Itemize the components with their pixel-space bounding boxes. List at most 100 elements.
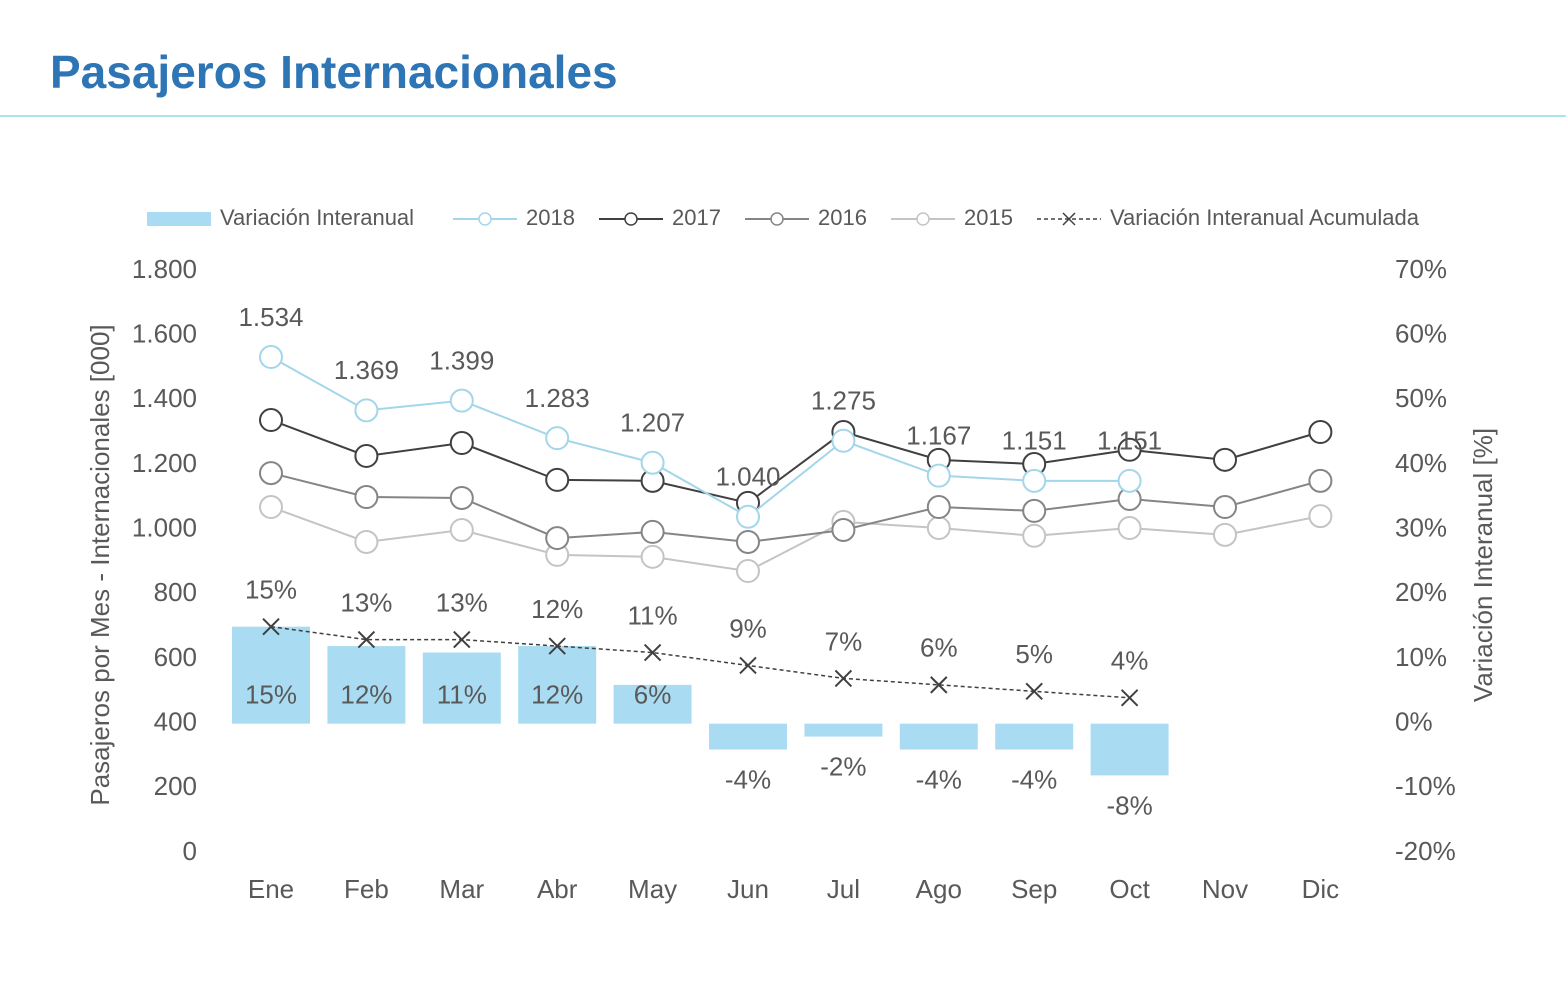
data-label: 1.283 [525, 383, 590, 413]
legend-marker [770, 212, 784, 226]
marker [736, 504, 760, 529]
bar [804, 723, 883, 737]
marker [259, 345, 283, 370]
data-label: 7% [825, 626, 863, 656]
marker [1025, 682, 1043, 701]
marker [831, 428, 856, 453]
marker [259, 461, 283, 486]
legend-label: Variación Interanual [220, 205, 414, 230]
marker [1117, 437, 1142, 462]
y2-tick-label: 40% [1395, 448, 1447, 478]
y2-tick-label: 50% [1395, 383, 1447, 413]
bar [613, 684, 692, 724]
y-tick-label: 600 [154, 642, 197, 672]
x-tick-label: Dic [1302, 874, 1340, 904]
marker [1022, 498, 1047, 523]
bar [327, 646, 406, 724]
x-tick-label: Oct [1109, 874, 1150, 904]
marker [259, 495, 283, 520]
marker [453, 630, 471, 649]
marker [1120, 689, 1139, 707]
line [270, 419, 1321, 504]
marker [640, 519, 665, 544]
marker [926, 463, 951, 488]
legend-label: Variación Interanual Acumulada [1110, 205, 1420, 230]
marker [1213, 495, 1237, 520]
marker [1308, 504, 1333, 529]
marker [354, 443, 379, 468]
y2-axis-title: Variación Interanual [%] [1468, 428, 1498, 702]
marker [449, 431, 474, 456]
data-label: 5% [1015, 639, 1053, 669]
data-label: 12% [531, 594, 583, 624]
x-tick-label: Jun [727, 874, 769, 904]
marker [834, 669, 853, 688]
data-label: 1.167 [906, 421, 971, 451]
marker [354, 398, 379, 423]
marker [545, 526, 570, 551]
x-tick-label: Mar [439, 874, 484, 904]
y-tick-label: 0 [183, 836, 197, 866]
marker [545, 426, 570, 451]
data-label: 1.151 [1097, 426, 1162, 456]
line [270, 625, 1130, 699]
legend-marker [1062, 212, 1076, 226]
bar-label: -4% [1011, 764, 1057, 794]
data-label: 13% [340, 587, 392, 617]
y-tick-label: 200 [154, 771, 197, 801]
y2-tick-label: 70% [1395, 254, 1447, 284]
bar [1090, 723, 1169, 776]
y2-tick-label: 60% [1395, 319, 1447, 349]
marker [926, 516, 951, 541]
marker [545, 467, 570, 492]
bar [232, 626, 310, 724]
y-tick-label: 1.200 [132, 448, 197, 478]
bar-label: 6% [634, 680, 672, 710]
data-label: 1.534 [238, 302, 303, 332]
y-tick-label: 1.000 [132, 513, 197, 543]
bar-label: 12% [340, 680, 392, 710]
legend-swatch [147, 212, 211, 226]
line [270, 472, 1321, 543]
data-label: 1.275 [811, 386, 876, 416]
y2-tick-label: 10% [1395, 642, 1447, 672]
marker [1022, 468, 1047, 493]
y-axis-title: Pasajeros por Mes - Internacionales [000… [85, 324, 115, 805]
data-label: 1.207 [620, 408, 685, 438]
line [270, 356, 1130, 518]
marker [1117, 516, 1142, 541]
marker [259, 408, 283, 433]
x-tick-label: Ago [916, 874, 962, 904]
data-label: 1.369 [334, 355, 399, 385]
y2-tick-label: 30% [1395, 513, 1447, 543]
y2-tick-label: -20% [1395, 836, 1456, 866]
marker [1308, 420, 1333, 445]
marker [548, 637, 566, 655]
marker [831, 517, 856, 542]
y-tick-label: 800 [154, 577, 197, 607]
data-label: 1.040 [715, 462, 780, 492]
data-label: 13% [436, 587, 488, 617]
legend-label: 2016 [818, 205, 867, 230]
legend-label: 2017 [672, 205, 721, 230]
legend-label: 2015 [964, 205, 1013, 230]
x-tick-label: Ene [248, 874, 294, 904]
marker [640, 544, 665, 569]
x-tick-label: Abr [537, 874, 578, 904]
bar-label: -2% [820, 751, 866, 781]
marker [1213, 447, 1237, 472]
data-label: 9% [729, 613, 767, 643]
data-label: 11% [628, 600, 678, 630]
data-label: 4% [1111, 646, 1149, 676]
bar [709, 723, 787, 750]
line [270, 506, 1321, 573]
x-tick-label: Jul [827, 874, 860, 904]
marker [739, 656, 757, 675]
bar-label: 12% [531, 680, 583, 710]
y-tick-label: 1.400 [132, 383, 197, 413]
data-label: 6% [920, 633, 958, 663]
data-label: 1.399 [429, 346, 494, 376]
marker [354, 485, 379, 510]
bar-label: -8% [1106, 790, 1152, 820]
bar-label: 11% [437, 680, 487, 710]
